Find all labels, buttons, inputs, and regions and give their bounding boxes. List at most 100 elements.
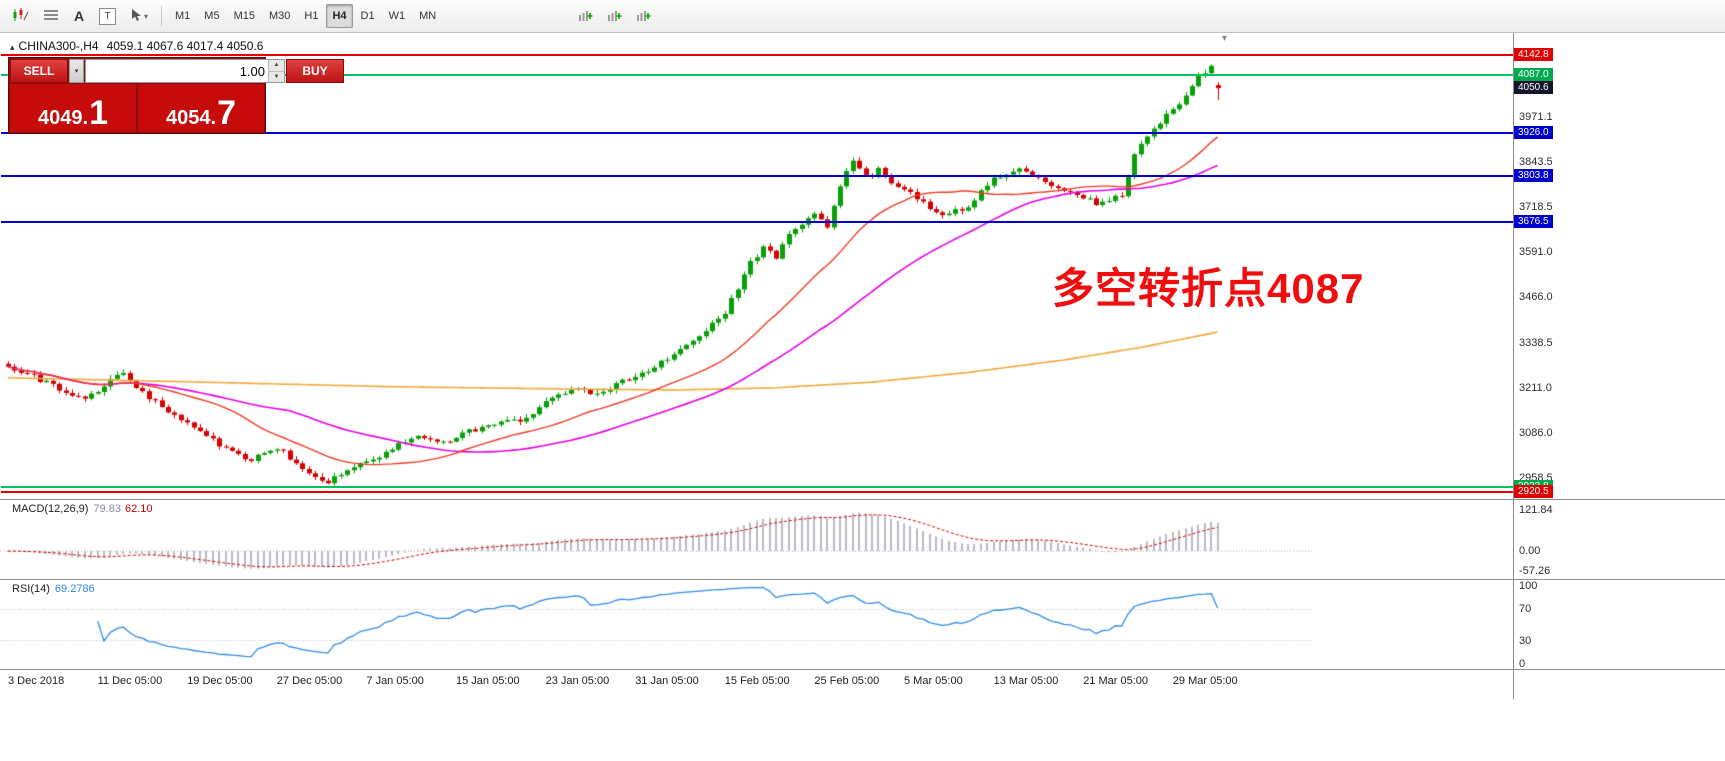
ohlc-values: 4059.1 4067.6 4017.4 4050.6 [106, 39, 264, 53]
timeframe-m15-button[interactable]: M15 [228, 4, 261, 28]
time-axis-label: 21 Mar 05:00 [1083, 675, 1149, 687]
indicator-windows-button[interactable] [37, 4, 65, 28]
buy-price-display[interactable]: 4054. 7 [138, 84, 264, 132]
timeframe-d1-button[interactable]: D1 [355, 4, 381, 28]
cursor-icon [130, 8, 142, 25]
time-axis-label: 29 Mar 05:00 [1172, 675, 1238, 687]
rsi-axis-label: 100 [1519, 580, 1538, 593]
hline-4087.0[interactable] [1, 74, 1513, 77]
price-marker-2920.5: 2920.5 [1514, 484, 1553, 498]
hline-3926.0[interactable] [1, 131, 1513, 134]
sell-price-main: 4049. [38, 107, 89, 129]
toolbar-separator [161, 6, 163, 26]
sell-price-display[interactable]: 4049. 1 [10, 84, 136, 132]
price-axis-label: 3971.1 [1519, 110, 1553, 123]
hline-3676.5[interactable] [1, 220, 1513, 223]
macd-name: MACD(12,26,9) [12, 503, 89, 515]
rsi-axis-label: 30 [1519, 634, 1532, 647]
price-marker-4087.0: 4087.0 [1514, 68, 1553, 82]
price-axis-label: 3843.5 [1519, 156, 1553, 169]
macd-panel-canvas[interactable] [0, 500, 1513, 580]
rsi-axis-label: 70 [1519, 603, 1532, 616]
panel-separator[interactable] [0, 499, 1725, 500]
mini-indicator-icon-2[interactable] [601, 4, 628, 28]
buy-price-main: 4054. [166, 107, 217, 129]
time-axis-label: 25 Feb 05:00 [814, 675, 880, 687]
price-marker-4142.8: 4142.8 [1514, 48, 1553, 62]
axis-border-line [1513, 33, 1514, 699]
time-axis-label: 11 Dec 05:00 [97, 675, 163, 687]
text-tool-button[interactable]: A [67, 4, 91, 28]
time-axis-label: 5 Mar 05:00 [904, 675, 963, 687]
buy-price-big-digit: 7 [217, 94, 236, 133]
hline-2933.8[interactable] [1, 486, 1513, 489]
chart-title[interactable]: ▴ CHINA300-,H4 4059.1 4067.6 4017.4 4050.6 [10, 39, 263, 53]
price-axis-label: 3086.0 [1519, 426, 1553, 439]
timeframe-m30-button[interactable]: M30 [263, 4, 296, 28]
volume-input[interactable] [86, 60, 268, 82]
hline-3803.8[interactable] [1, 175, 1513, 178]
macd-indicator-label: MACD(12,26,9) 79.83 62.10 [12, 503, 152, 515]
time-axis-label: 13 Mar 05:00 [993, 675, 1059, 687]
price-axis-label: 3211.0 [1519, 382, 1552, 395]
panel-separator[interactable] [0, 579, 1725, 580]
volume-dropdown-button[interactable]: ▾ [69, 59, 84, 83]
volume-up-button[interactable]: ▲ [269, 60, 284, 72]
macd-main-value: 79.83 [93, 503, 121, 515]
macd-axis-label: 0.00 [1519, 545, 1541, 558]
timeframe-m1-button[interactable]: M1 [169, 4, 196, 28]
sell-button[interactable]: SELL [10, 59, 68, 83]
right-shift-marker[interactable]: ▾ [1222, 33, 1228, 44]
price-marker-3803.8: 3803.8 [1514, 169, 1553, 183]
volume-down-button[interactable]: ▼ [269, 71, 284, 82]
time-axis-label: 31 Jan 05:00 [635, 675, 699, 687]
price-axis-label: 3718.5 [1519, 200, 1553, 213]
price-axis-label: 3591.0 [1519, 246, 1553, 259]
volume-spinner: ▲ ▼ [268, 60, 284, 82]
hline-2920.5[interactable] [1, 490, 1513, 493]
rsi-axis-label: 0 [1519, 657, 1526, 670]
symbol-timeframe-label: CHINA300-,H4 [18, 39, 99, 53]
panel-separator[interactable] [0, 669, 1725, 670]
textbox-tool-label: T [99, 7, 116, 25]
cursor-tool-button[interactable]: ▾ [124, 4, 154, 28]
list-icon [43, 8, 59, 25]
macd-signal-value: 62.10 [124, 503, 153, 515]
macd-axis-label: 121.84 [1519, 503, 1553, 516]
collapse-icon[interactable]: ▴ [10, 42, 15, 52]
rsi-name: RSI(14) [12, 583, 50, 595]
time-axis-label: 27 Dec 05:00 [276, 675, 343, 687]
textbox-tool-button[interactable]: T [93, 4, 122, 28]
price-axis-label: 3338.5 [1519, 336, 1553, 349]
time-axis-label: 7 Jan 05:00 [366, 675, 424, 687]
time-axis-label: 15 Jan 05:00 [456, 675, 520, 687]
buy-button[interactable]: BUY [286, 59, 344, 83]
mini-indicator-icon-1[interactable] [572, 4, 599, 28]
indicators-button[interactable] [5, 4, 35, 28]
time-axis-label: 15 Feb 05:00 [724, 675, 790, 687]
hline-4142.8[interactable] [1, 54, 1513, 57]
timeframe-w1-button[interactable]: W1 [383, 4, 412, 28]
rsi-value: 69.2786 [54, 583, 95, 595]
price-marker-3676.5: 3676.5 [1514, 214, 1553, 228]
price-marker-4050.6: 4050.6 [1514, 81, 1553, 95]
price-axis-label: 3466.0 [1519, 291, 1553, 304]
timeframe-h1-button[interactable]: H1 [298, 4, 324, 28]
one-click-trade-panel: SELL ▾ ▲ ▼ BUY 4049.1 4054.7 [8, 57, 344, 134]
timeframe-mn-button[interactable]: MN [413, 4, 442, 28]
timeframe-h4-button[interactable]: H4 [326, 4, 353, 28]
rsi-panel-canvas[interactable] [0, 580, 1513, 670]
extra-icons-group [571, 4, 658, 28]
toolbar: A T ▾ M1 M5 M15 M30 H1 H4 D1 W1 MN [0, 0, 1725, 33]
time-axis-label: 23 Jan 05:00 [545, 675, 610, 687]
price-marker-3926.0: 3926.0 [1514, 125, 1553, 139]
timeframe-group: M1 M5 M15 M30 H1 H4 D1 W1 MN [168, 4, 443, 28]
time-axis-label: 3 Dec 2018 [8, 675, 65, 687]
volume-input-box: ▲ ▼ [85, 59, 285, 83]
chart-annotation: 多空转折点4087 [1052, 265, 1365, 312]
timeframe-m5-button[interactable]: M5 [198, 4, 225, 28]
drawing-tools-group: A T ▾ [4, 4, 155, 28]
mini-indicator-icon-3[interactable] [630, 4, 657, 28]
text-tool-label: A [73, 8, 85, 24]
